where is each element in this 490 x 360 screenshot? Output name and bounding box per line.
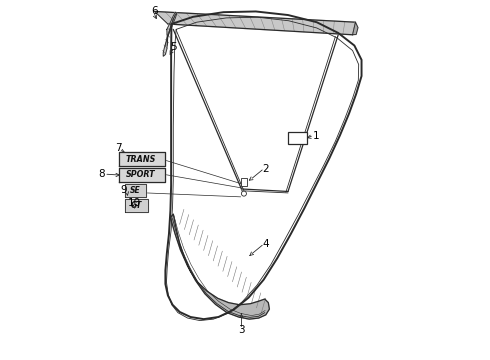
Bar [288, 132, 307, 144]
Polygon shape [119, 152, 166, 166]
Polygon shape [353, 22, 358, 35]
Polygon shape [155, 12, 355, 35]
Text: 7: 7 [116, 143, 122, 153]
Text: TRANS: TRANS [126, 155, 156, 164]
Text: 1: 1 [312, 131, 319, 141]
Polygon shape [119, 168, 166, 182]
Text: 10: 10 [128, 198, 141, 208]
Polygon shape [171, 214, 270, 319]
Polygon shape [125, 184, 146, 197]
Text: 9: 9 [121, 185, 127, 195]
Bar [241, 178, 247, 186]
Text: 5: 5 [171, 42, 177, 51]
Polygon shape [163, 12, 177, 56]
Text: SPORT: SPORT [126, 171, 156, 180]
Polygon shape [125, 199, 148, 212]
Text: GT: GT [131, 201, 142, 210]
Polygon shape [166, 12, 362, 319]
Text: 6: 6 [151, 6, 158, 16]
Text: 3: 3 [238, 325, 245, 335]
Circle shape [242, 191, 246, 196]
Text: 4: 4 [263, 239, 269, 249]
Text: 8: 8 [98, 169, 105, 179]
Text: 2: 2 [263, 163, 269, 174]
Text: SE: SE [130, 186, 141, 195]
